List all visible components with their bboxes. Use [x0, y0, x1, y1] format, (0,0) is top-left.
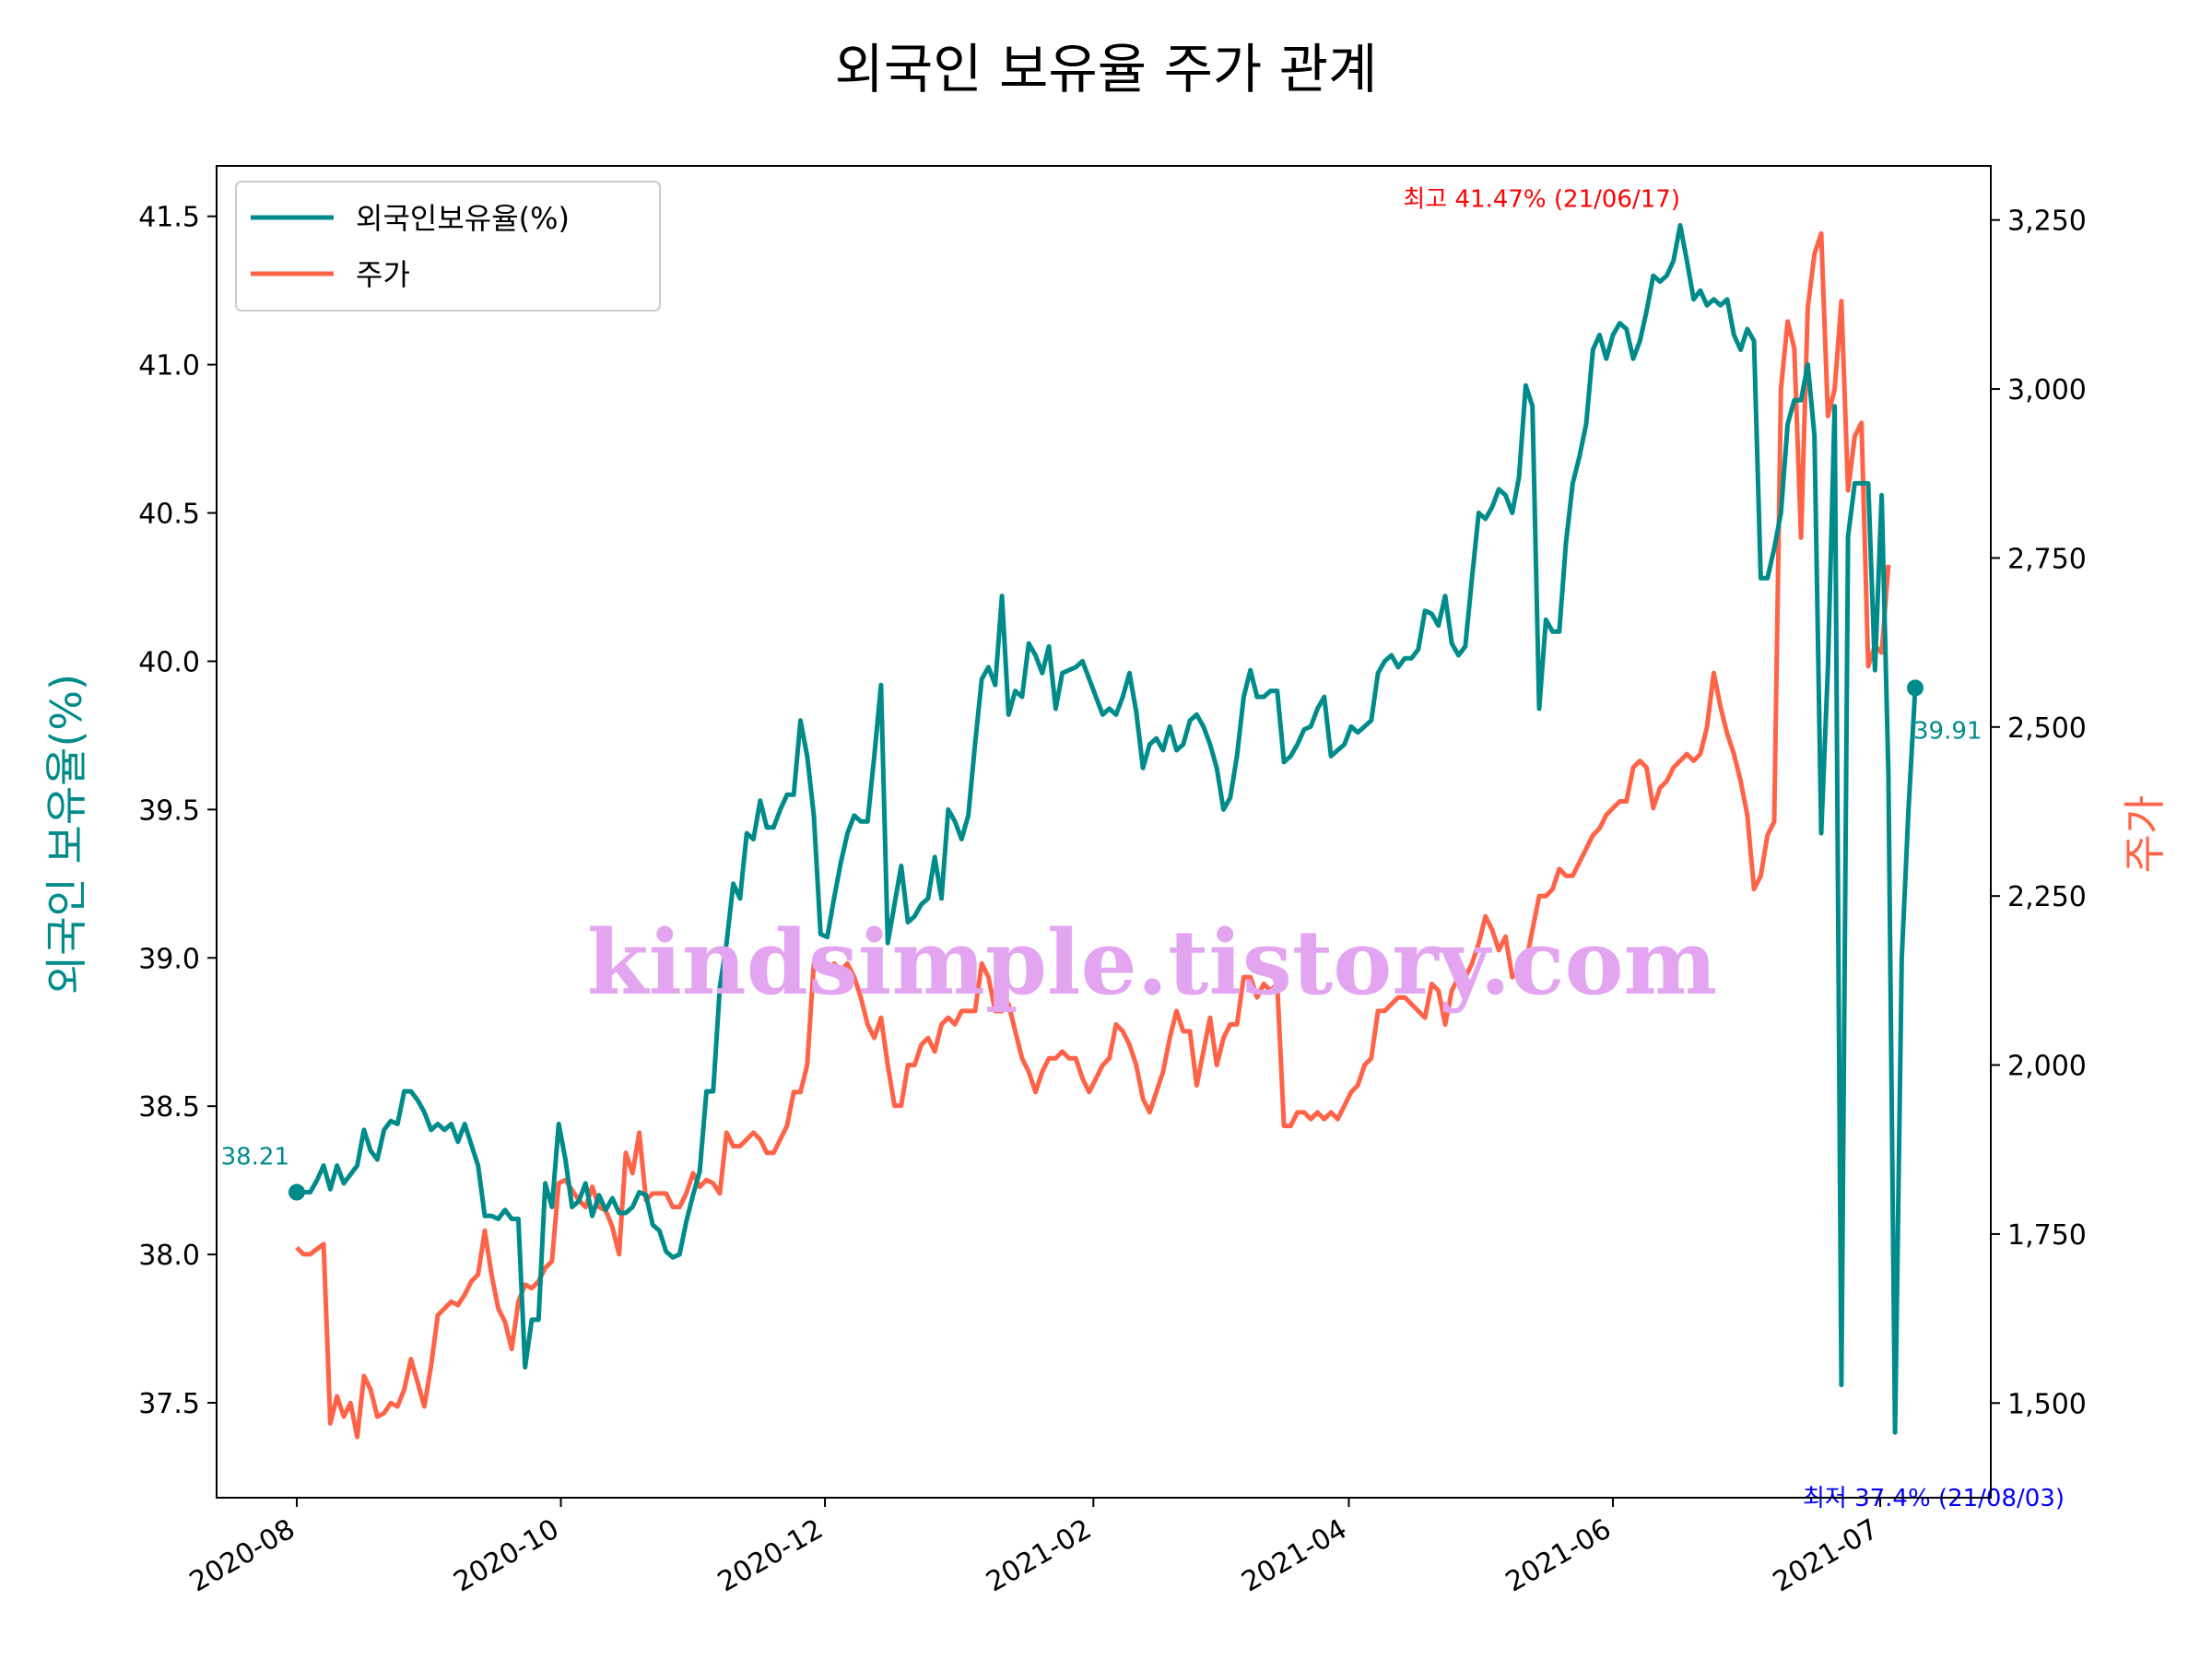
legend-label-price: 주가 — [356, 257, 410, 292]
y-left-tick-label: 39.5 — [138, 794, 200, 827]
legend: 외국인보유율(%) 주가 — [235, 181, 661, 312]
y-right-tick-label: 1,750 — [2007, 1219, 2087, 1252]
y-right-tick-label: 1,500 — [2007, 1388, 2087, 1420]
y-right-tick-label: 2,500 — [2007, 712, 2087, 745]
x-tick-label: 2021-04 — [1236, 1513, 1352, 1599]
x-tick-label: 2021-02 — [981, 1513, 1097, 1599]
series-line-price — [295, 230, 1891, 1440]
y-left-tick-label: 40.0 — [138, 646, 200, 678]
plot-lines — [288, 222, 1924, 1440]
legend-box — [235, 181, 661, 312]
y-axis-label-right: 주가 — [2120, 795, 2170, 874]
y-right-tick-label: 2,750 — [2007, 543, 2087, 575]
left-axis: 37.5 38.0 38.5 39.0 39.5 40.0 40.5 41.0 41.5 — [138, 202, 217, 1420]
legend-label-foreign-ratio: 외국인보유율(%) — [356, 201, 570, 236]
end-value-label: 39.91 — [1913, 717, 1982, 745]
plot-frame — [216, 165, 1992, 1499]
y-right-tick-label: 2,000 — [2007, 1051, 2087, 1083]
right-axis: 1,500 1,750 2,000 2,250 2,500 2,750 3,000 3,250 — [1991, 206, 2087, 1420]
y-left-tick-label: 38.5 — [138, 1091, 200, 1124]
y-axis-label-left: 외국인 보유율(%) — [41, 674, 91, 994]
y-right-tick-label: 3,000 — [2007, 374, 2087, 406]
end-point-marker — [1907, 679, 1924, 697]
min-annotation: 최저 37.4% (21/08/03) — [1803, 1485, 2065, 1512]
y-left-tick-label: 37.5 — [138, 1388, 200, 1420]
y-left-tick-label: 40.5 — [138, 499, 200, 531]
y-right-tick-label: 3,250 — [2007, 206, 2087, 238]
x-axis: 2020-08 2020-10 2020-12 2021-02 2021-04 2021-… — [184, 1498, 1884, 1599]
start-value-label: 38.21 — [221, 1144, 289, 1171]
x-tick-label: 2020-08 — [184, 1513, 300, 1599]
y-left-tick-label: 39.0 — [138, 943, 200, 975]
x-tick-label: 2020-12 — [712, 1513, 829, 1599]
y-right-tick-label: 2,250 — [2007, 881, 2087, 913]
y-left-tick-label: 41.5 — [138, 202, 200, 234]
x-tick-label: 2021-06 — [1500, 1513, 1617, 1599]
x-tick-label: 2020-10 — [448, 1513, 564, 1599]
y-left-tick-label: 38.0 — [138, 1240, 200, 1272]
chart-title: 외국인 보유율 주가 관계 — [835, 38, 1378, 100]
y-left-tick-label: 41.0 — [138, 350, 200, 382]
max-annotation: 최고 41.47% (21/06/17) — [1403, 185, 1680, 213]
series-line-foreign-ratio — [297, 222, 1918, 1435]
watermark: kindsimple.tistory.com — [587, 911, 1717, 1015]
start-point-marker — [288, 1183, 305, 1201]
annotations: 38.21 39.91 최고 41.47% (21/06/17) 최저 37.4% (… — [221, 185, 2065, 1512]
x-tick-label: 2021-07 — [1768, 1513, 1884, 1599]
